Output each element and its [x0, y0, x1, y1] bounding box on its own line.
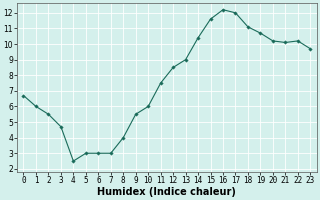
- X-axis label: Humidex (Indice chaleur): Humidex (Indice chaleur): [98, 187, 236, 197]
